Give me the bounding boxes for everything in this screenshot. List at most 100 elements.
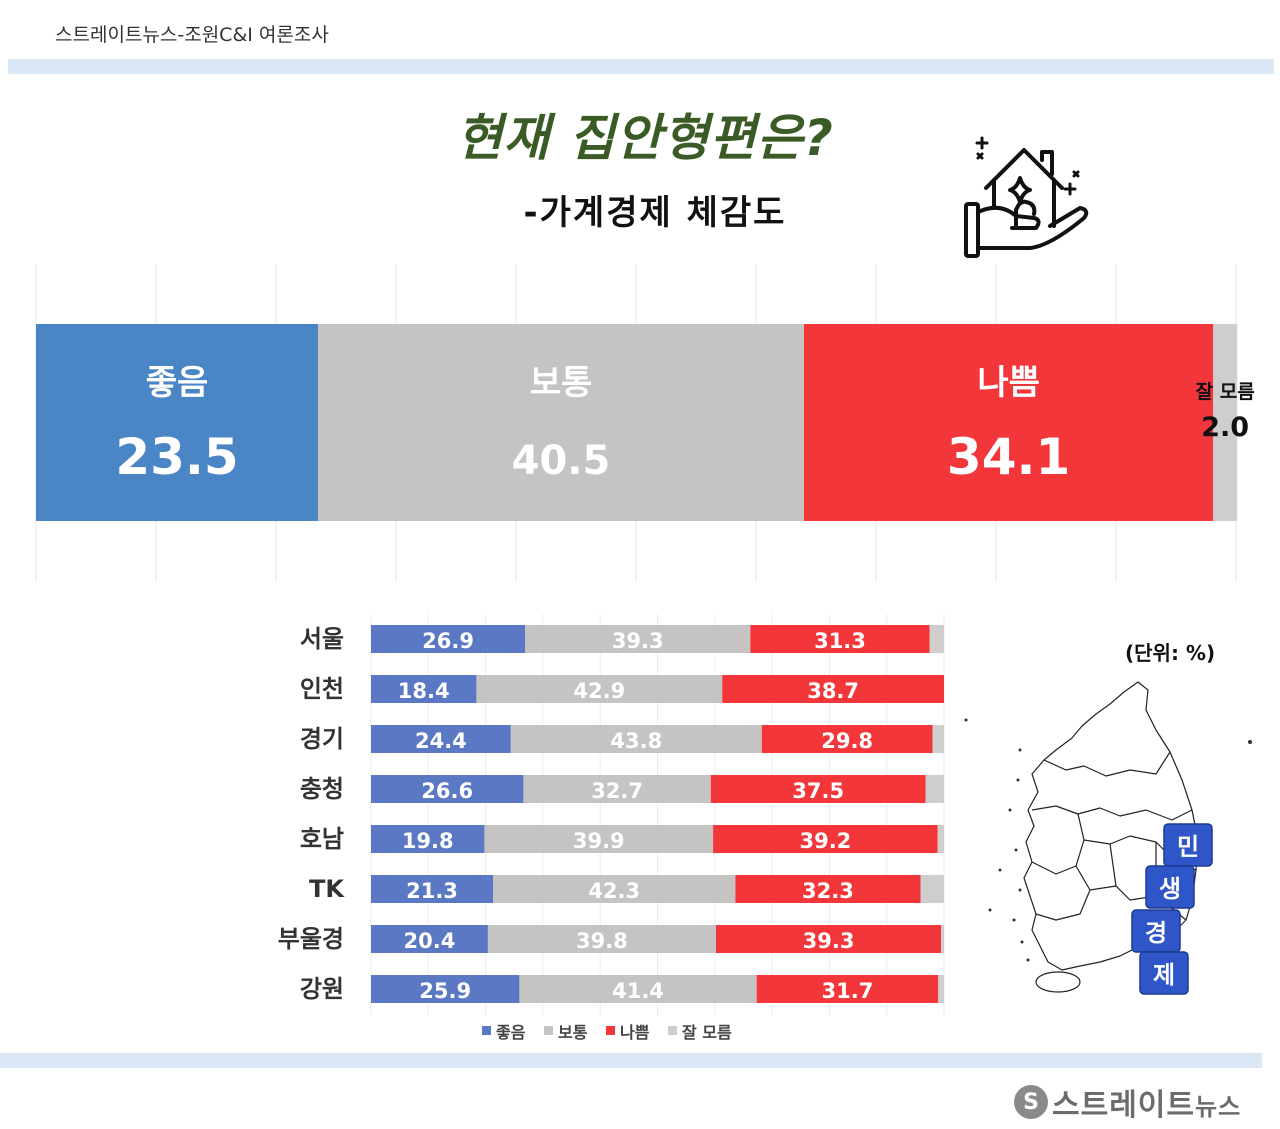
summary-bar-segment xyxy=(804,324,1214,521)
region-category-label: TK xyxy=(309,875,345,903)
logo-text-main: 스트레이트 xyxy=(1052,1088,1195,1123)
region-bar-segment xyxy=(371,975,520,1003)
region-category-label: 충청 xyxy=(300,775,344,803)
regions-grid xyxy=(370,614,945,1016)
summary-value-label: 40.5 xyxy=(512,438,611,484)
region-bar-segment xyxy=(929,625,944,653)
region-bar-segment xyxy=(713,825,938,853)
region-category-label: 호남 xyxy=(300,825,344,853)
regions-legend: 좋음 보통 나쁨 잘 모름 xyxy=(482,1023,732,1042)
region-value-label: 37.5 xyxy=(792,779,844,803)
region-bar-segment xyxy=(735,875,921,903)
region-value-label: 29.8 xyxy=(821,729,873,753)
chart-subtitle: -가계경제 체감도 xyxy=(523,193,787,233)
region-bar-segment xyxy=(715,925,942,953)
region-value-label: 18.4 xyxy=(398,679,450,703)
summary-category-label: 좋음 xyxy=(146,363,209,403)
summary-bars xyxy=(36,324,1238,521)
region-value-label: 38.7 xyxy=(807,679,859,703)
region-bar-segment xyxy=(761,725,933,753)
region-bar-segment xyxy=(371,775,524,803)
top-divider-band xyxy=(8,59,1274,74)
region-bar-segment xyxy=(941,925,944,953)
region-value-label: 31.7 xyxy=(822,979,874,1003)
region-value-label: 39.3 xyxy=(803,929,855,953)
summary-stacked-bar-chart: 좋음 23.5 보통 40.5 나쁨 34.1 잘 모름 2.0 xyxy=(35,264,1255,582)
region-bar-segment xyxy=(925,775,944,803)
region-value-label: 20.4 xyxy=(404,929,456,953)
region-bar-segment xyxy=(932,725,944,753)
region-value-label: 21.3 xyxy=(406,879,458,903)
map-block xyxy=(1139,951,1189,995)
region-value-label: 26.9 xyxy=(422,629,474,653)
region-value-label: 31.3 xyxy=(814,629,866,653)
region-value-label: 42.9 xyxy=(573,679,625,703)
map-block-label: 민 xyxy=(1177,833,1199,861)
region-bar-segment xyxy=(937,825,944,853)
region-bar-segment xyxy=(722,675,944,703)
summary-category-label: 보통 xyxy=(530,363,593,403)
region-bar-segment xyxy=(371,825,485,853)
region-value-label: 39.2 xyxy=(799,829,851,853)
summary-labels: 좋음 23.5 보통 40.5 나쁨 34.1 잘 모름 2.0 xyxy=(115,363,1254,486)
map-block-label: 경 xyxy=(1145,919,1167,947)
map-block-label: 생 xyxy=(1159,875,1181,903)
legend-swatch xyxy=(606,1026,615,1035)
logo-text-small: 뉴스 xyxy=(1195,1093,1242,1121)
region-value-label: 43.8 xyxy=(610,729,662,753)
region-category-label: 부울경 xyxy=(278,925,344,953)
brand-logo: S 스트레이트뉴스 xyxy=(1014,1080,1241,1124)
map-block xyxy=(1145,865,1195,909)
region-bar-segment xyxy=(523,775,711,803)
region-value-label: 39.9 xyxy=(573,829,625,853)
region-bar-segment xyxy=(371,625,526,653)
region-bar-segment xyxy=(371,675,477,703)
region-value-label: 39.8 xyxy=(576,929,628,953)
region-value-label: 26.6 xyxy=(421,779,473,803)
region-bar-segment xyxy=(476,675,723,703)
unit-label: (단위: %) xyxy=(1125,641,1216,665)
logo-text: 스트레이트뉴스 xyxy=(1052,1080,1241,1124)
chart-title: 현재 집안형편은? xyxy=(456,109,834,167)
region-value-label: 39.3 xyxy=(612,629,664,653)
region-category-label: 서울 xyxy=(300,625,344,653)
legend-swatch xyxy=(544,1026,553,1035)
survey-source: 스트레이트뉴스-조원C&I 여론조사 xyxy=(55,24,329,46)
region-bar-segment xyxy=(710,775,926,803)
legend-label: 잘 모름 xyxy=(682,1023,732,1042)
region-bar-segment xyxy=(519,975,757,1003)
summary-bar-segment xyxy=(36,324,318,521)
region-bar-segment xyxy=(920,875,944,903)
region-bar-segment xyxy=(371,925,488,953)
region-value-label: 19.8 xyxy=(402,829,454,853)
legend-swatch xyxy=(482,1026,491,1035)
legend-swatch xyxy=(668,1026,677,1035)
map-block-label: 제 xyxy=(1153,961,1175,989)
region-category-label: 경기 xyxy=(300,725,344,753)
summary-value-label: 34.1 xyxy=(947,428,1070,486)
legend-label: 보통 xyxy=(558,1023,588,1042)
region-value-label: 25.9 xyxy=(419,979,471,1003)
region-bar-segment xyxy=(525,625,751,653)
region-bar-segment xyxy=(493,875,736,903)
summary-value-label: 23.5 xyxy=(115,428,238,486)
region-category-label: 인천 xyxy=(300,675,344,703)
legend-label: 좋음 xyxy=(496,1023,526,1042)
summary-category-label: 나쁨 xyxy=(977,363,1040,403)
region-value-label: 32.3 xyxy=(802,879,854,903)
summary-value-label: 2.0 xyxy=(1201,412,1249,443)
house-in-hand-icon xyxy=(964,136,1089,258)
bottom-divider-band xyxy=(0,1053,1262,1068)
legend-label: 나쁨 xyxy=(620,1023,650,1042)
region-bar-segment xyxy=(371,875,494,903)
region-value-label: 42.3 xyxy=(588,879,640,903)
region-bar-segment xyxy=(750,625,930,653)
region-value-label: 32.7 xyxy=(591,779,643,803)
region-bar-segment xyxy=(938,975,944,1003)
region-bar-segment xyxy=(371,725,511,753)
region-bar-segment xyxy=(510,725,762,753)
